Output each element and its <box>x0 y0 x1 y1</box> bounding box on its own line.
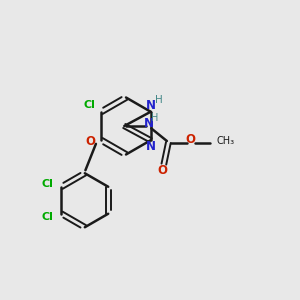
Text: H: H <box>151 112 158 123</box>
Text: Cl: Cl <box>41 212 53 222</box>
Text: H: H <box>155 95 163 105</box>
Text: O: O <box>186 133 196 146</box>
Text: Cl: Cl <box>42 179 54 189</box>
Text: O: O <box>85 135 95 148</box>
Text: N: N <box>144 116 154 130</box>
Text: O: O <box>158 164 167 177</box>
Text: N: N <box>146 99 156 112</box>
Text: CH₃: CH₃ <box>217 136 235 146</box>
Text: N: N <box>146 140 156 153</box>
Text: Cl: Cl <box>84 100 96 110</box>
